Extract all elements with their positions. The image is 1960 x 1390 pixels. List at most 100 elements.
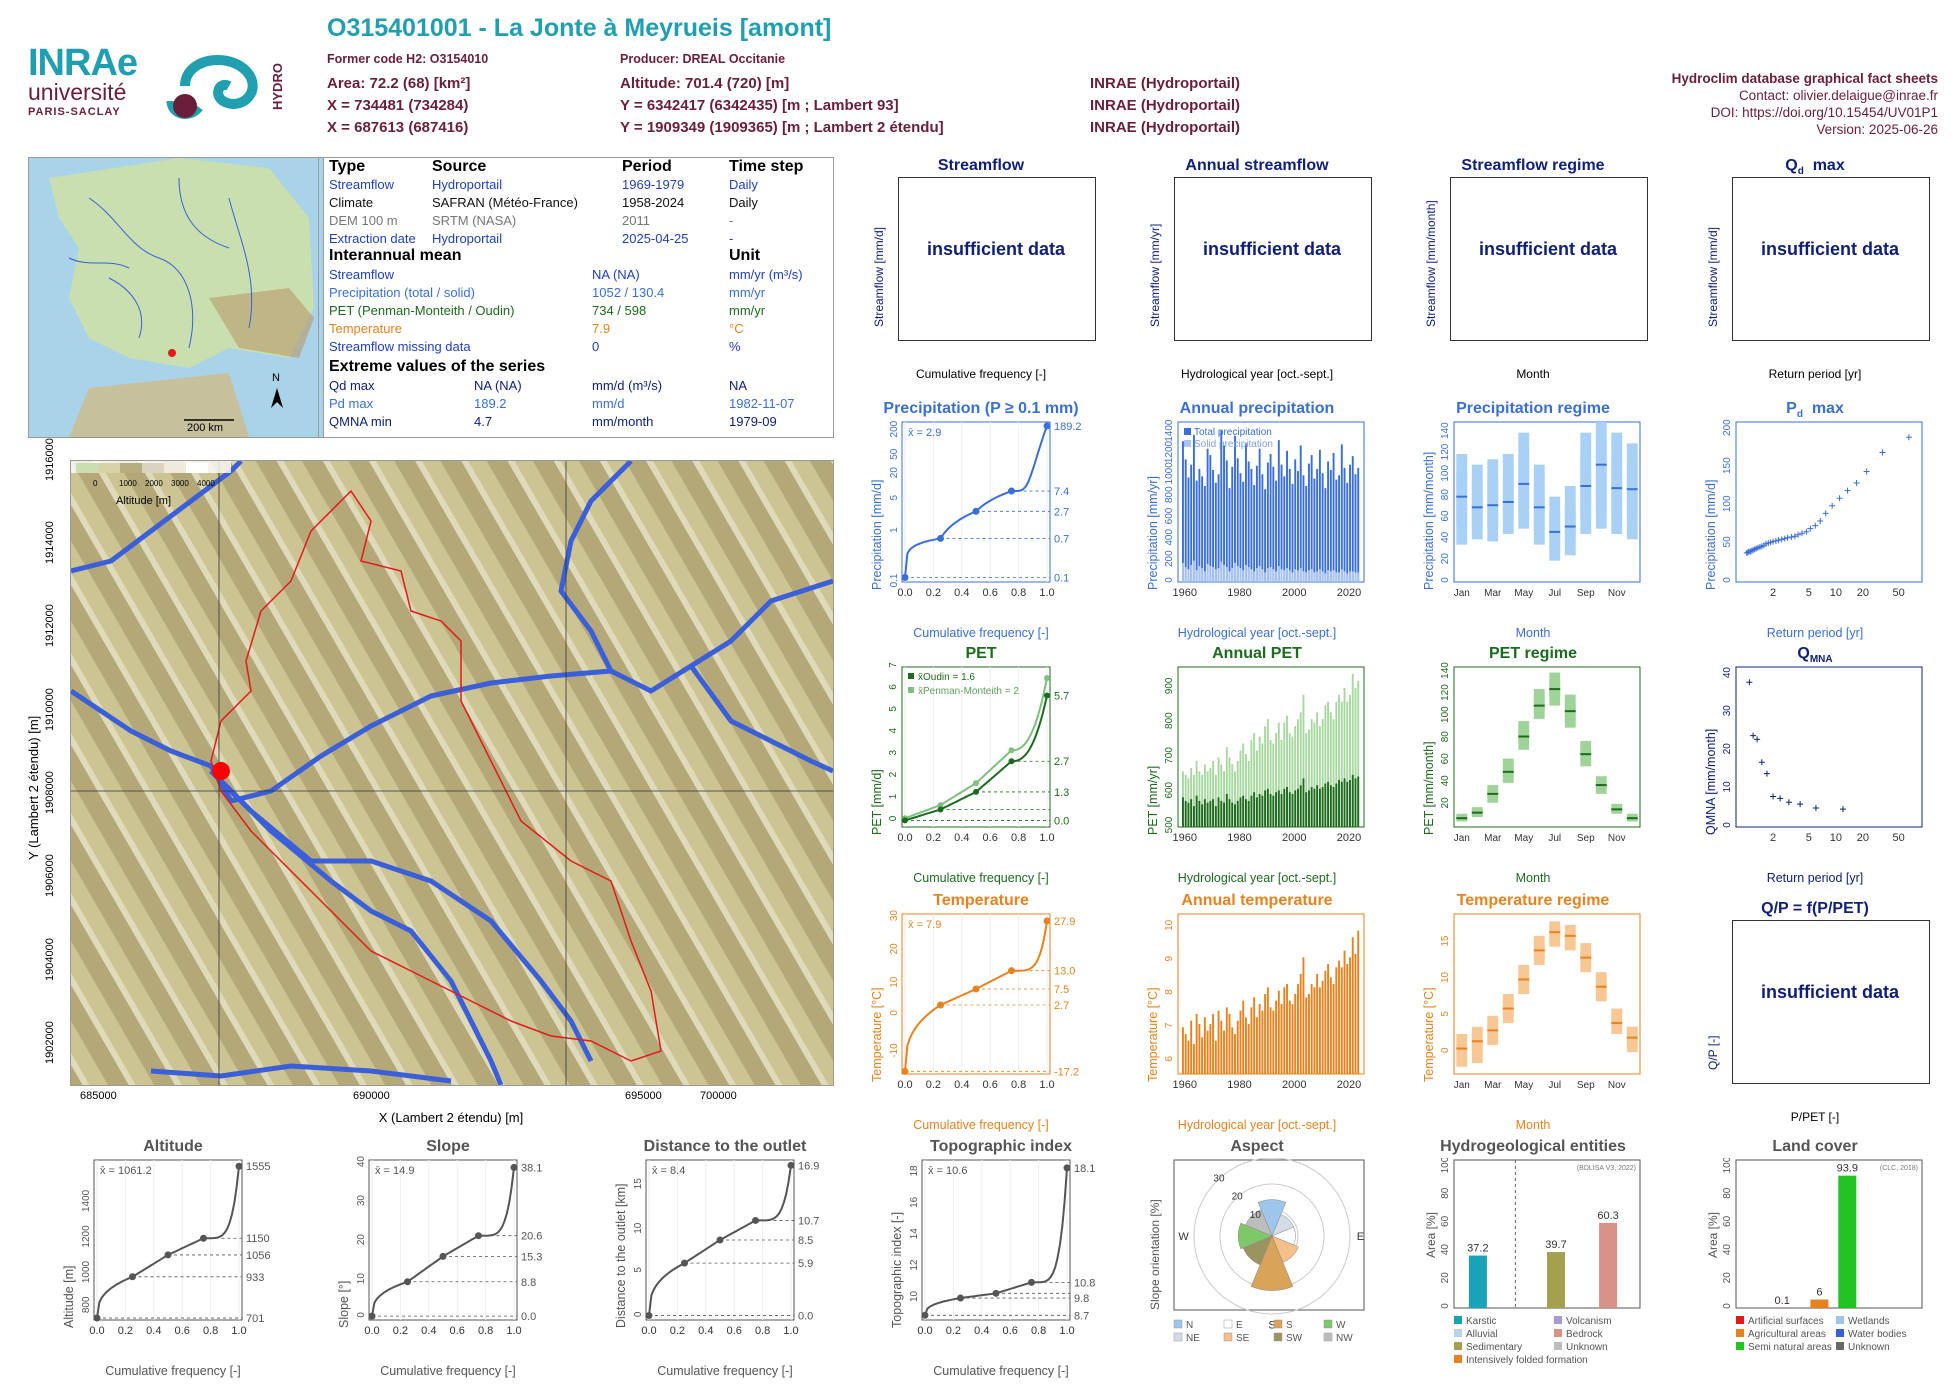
extreme-date: 1982-11-07: [729, 395, 795, 413]
y-tick: 7: [1164, 1022, 1175, 1028]
y-tick: 20: [1440, 797, 1451, 809]
source-2: INRAE (Hydroportail): [1090, 97, 1240, 114]
panel-msg-annual_streamflow: insufficient data: [1174, 239, 1370, 260]
bar-oudin: [1289, 792, 1291, 827]
y-tick: 1000: [1164, 462, 1175, 485]
y-tick: 3: [888, 749, 899, 755]
bar-total: [1256, 466, 1258, 582]
x-tick: 20: [1857, 587, 1869, 599]
chart-title-pd_max: Pd max: [1702, 400, 1928, 420]
scatter-point: [1770, 794, 1776, 800]
y-tick: 10: [633, 1222, 644, 1234]
legend-label: NE: [1186, 1333, 1200, 1344]
chart-ylabel-temp_cdf: Temperature [°C]: [870, 987, 884, 1082]
extreme-label: Qd max: [329, 377, 375, 395]
bar-solid: [1275, 571, 1277, 582]
bar-oudin: [1281, 794, 1283, 827]
bar-oudin: [1250, 796, 1252, 827]
chart-title-precip_cdf: Precipitation (P ≥ 0.1 mm): [868, 400, 1094, 418]
bar-total: [1204, 486, 1206, 582]
bar-oudin: [1324, 784, 1326, 827]
mean-label: x̄ = 14.9: [375, 1165, 414, 1177]
bar-oudin: [1341, 782, 1343, 827]
bar-values: [1196, 1014, 1198, 1074]
legend-swatch: [1324, 1320, 1332, 1328]
bar-total: [1270, 454, 1272, 582]
panel-xlabel-streamflow: Cumulative frequency [-]: [868, 367, 1094, 381]
bar-oudin: [1346, 782, 1348, 827]
legend-swatch: [1274, 1333, 1282, 1341]
x-tick: 0.4: [146, 1325, 161, 1337]
right-label: 1.3: [1054, 787, 1069, 799]
right-label: 7.5: [1054, 984, 1069, 996]
bar-oudin: [1212, 799, 1214, 827]
legend-swatch: [1224, 1333, 1232, 1341]
bar-solid: [1324, 573, 1326, 582]
db-title: Hydroclim database graphical fact sheets: [1672, 70, 1938, 87]
right-label: 27.9: [1054, 916, 1075, 928]
bar-solid: [1346, 573, 1348, 582]
bar-solid: [1209, 566, 1211, 582]
y-tick: 8: [1164, 989, 1175, 995]
y-tick: 600: [1164, 781, 1175, 798]
y-tick: 200: [889, 420, 900, 437]
source-note: (BDLISA V3, 2022): [1577, 1165, 1636, 1172]
legend-label: Sedimentary: [1466, 1342, 1522, 1353]
y-tick: 800: [1164, 486, 1175, 503]
x-tick: 0.2: [118, 1325, 133, 1337]
bar-total: [1338, 475, 1340, 582]
y-tick: 15: [1440, 935, 1451, 947]
panel-xlabel-qp: P/PET [-]: [1702, 1110, 1928, 1124]
bar-solid: [1294, 569, 1296, 582]
x-tick: Mar: [1484, 588, 1502, 599]
table-cell-period: 1958-2024: [622, 194, 684, 212]
extreme-date: 1979-09: [729, 413, 777, 431]
cdf-point: [200, 1235, 207, 1242]
table-cell-source: SRTM (NASA): [432, 212, 516, 230]
bar-solid: [1316, 571, 1318, 582]
legend-swatch: [1736, 1316, 1744, 1324]
bar-total: [1349, 465, 1351, 582]
bar-solid: [1267, 568, 1269, 582]
bar-total: [1327, 461, 1329, 582]
bar-oudin: [1182, 797, 1184, 827]
bar-total: [1300, 445, 1302, 582]
x-tick: Jul: [1548, 833, 1561, 844]
cdf-point: [681, 1260, 688, 1267]
chart-xlabel-annual_precip: Hydrological year [oct.-sept.]: [1144, 626, 1370, 640]
bar-solid: [1185, 567, 1187, 582]
y-tick: 80: [1440, 489, 1451, 501]
bar-total: [1272, 467, 1274, 582]
map-ytick: 1914000: [44, 521, 56, 564]
mean-label: x̄ = 1061.2: [100, 1165, 152, 1177]
bar-solid: [1242, 570, 1244, 582]
y-tick: 30: [356, 1195, 367, 1207]
bar-oudin: [1283, 789, 1285, 827]
mean-label: Streamflow missing data: [329, 338, 471, 356]
bar-values: [1316, 974, 1318, 1074]
plot-frame: [902, 422, 1050, 582]
bar-total: [1223, 445, 1225, 582]
bar-oudin: [1264, 790, 1266, 827]
cdf-point: [973, 780, 979, 786]
bar-oudin: [1259, 794, 1261, 827]
database-info: Hydroclim database graphical fact sheets…: [1672, 70, 1938, 138]
bar-total: [1198, 469, 1200, 582]
y-tick: 100: [1440, 1158, 1451, 1173]
x-tick: Nov: [1608, 588, 1626, 599]
bar-values: [1242, 1001, 1244, 1074]
cdf-point: [369, 1313, 376, 1320]
table-cell-type: DEM 100 m: [329, 212, 398, 230]
bar-oudin: [1201, 804, 1203, 827]
box-inner: [1472, 1034, 1483, 1052]
x-tick: Jul: [1548, 1080, 1561, 1091]
mean-label: x̄ = 8.4: [652, 1165, 685, 1177]
chart-title-pet_cdf: PET: [868, 645, 1094, 663]
legend-label: Agricultural areas: [1748, 1329, 1826, 1340]
y-tick: 30: [1722, 705, 1733, 717]
right-label: 0.1: [1054, 573, 1069, 585]
x-tick: 0.2: [670, 1325, 685, 1337]
bar-values: [1270, 1007, 1272, 1074]
